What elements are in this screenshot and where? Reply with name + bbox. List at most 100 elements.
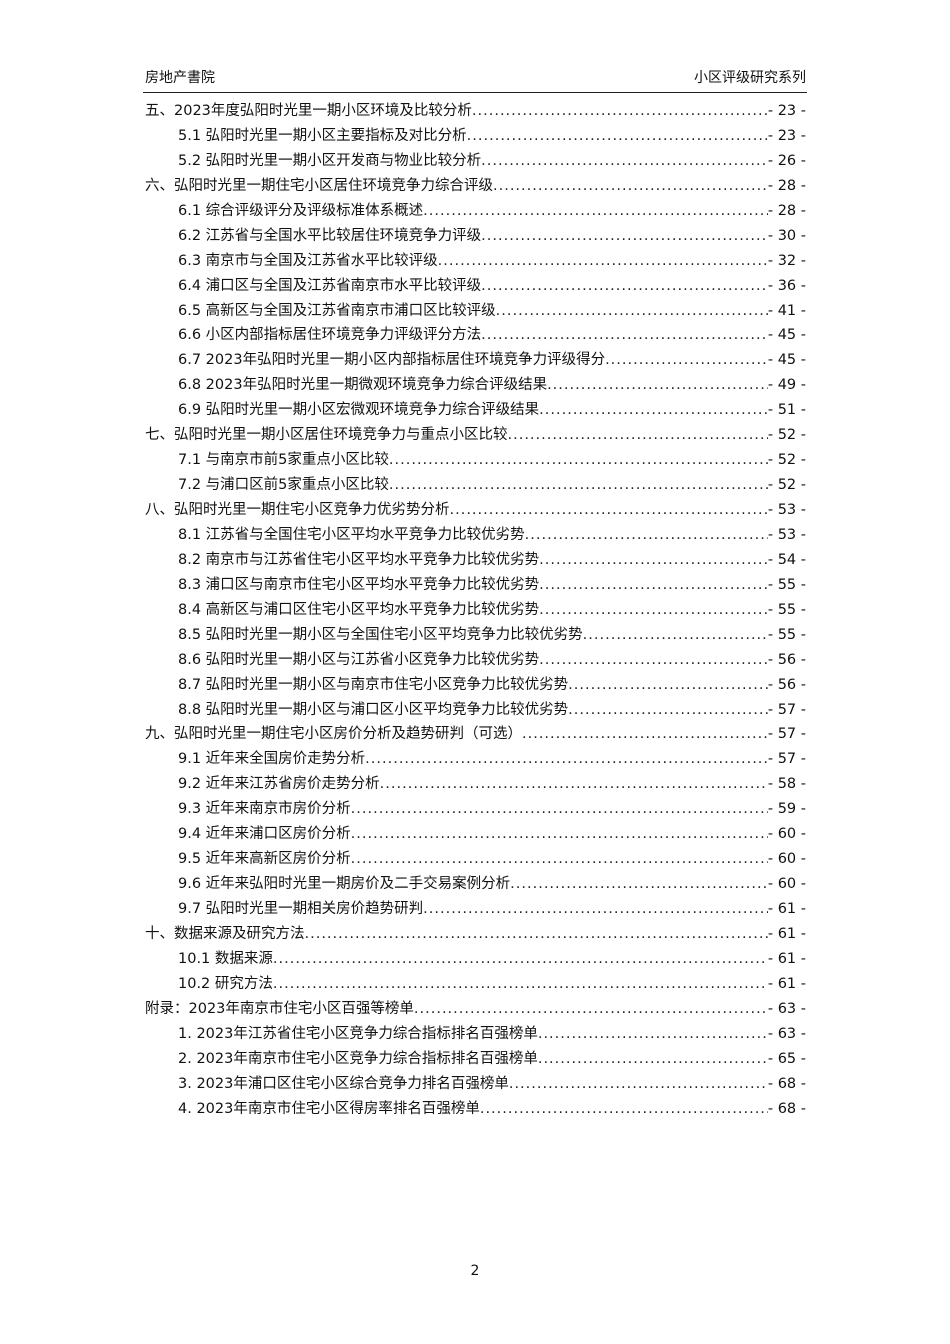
- toc-entry[interactable]: 9.6 近年来弘阳时光里一期房价及二手交易案例分析 - 60 -: [145, 872, 806, 897]
- toc-entry-page: - 23 -: [767, 103, 806, 119]
- toc-entry[interactable]: 7.2 与浦口区前5家重点小区比较 - 52 -: [145, 473, 806, 498]
- dot-leader: [305, 922, 768, 947]
- toc-entry[interactable]: 6.5 高新区与全国及江苏省南京市浦口区比较评级 - 41 -: [145, 299, 806, 324]
- toc-entry[interactable]: 3. 2023年浦口区住宅小区综合竞争力排名百强榜单 - 68 -: [145, 1072, 806, 1097]
- table-of-contents: 五、2023年度弘阳时光里一期小区环境及比较分析- 23 -5.1 弘阳时光里一…: [145, 99, 806, 1121]
- toc-entry-page: - 56 -: [767, 651, 806, 668]
- toc-entry-page: - 53 -: [767, 502, 806, 518]
- toc-entry-page: - 56 -: [767, 676, 806, 693]
- toc-entry[interactable]: 10.1 数据来源 - 61 -: [145, 947, 806, 972]
- toc-entry-title: 3. 2023年浦口区住宅小区综合竞争力排名百强榜单: [178, 1075, 509, 1092]
- dot-leader: [481, 323, 768, 348]
- dot-leader: [539, 548, 768, 573]
- dot-leader: [273, 947, 768, 972]
- toc-entry-page: - 49 -: [767, 377, 806, 394]
- toc-entry[interactable]: 6.1 综合评级评分及评级标准体系概述 - 28 -: [145, 199, 806, 224]
- toc-entry[interactable]: 9.3 近年来南京市房价分析 - 59 -: [145, 797, 806, 822]
- toc-entry-page: - 26 -: [767, 152, 806, 169]
- toc-entry[interactable]: 8.1 江苏省与全国住宅小区平均水平竞争力比较优劣势 - 53 -: [145, 523, 806, 548]
- toc-entry-page: - 60 -: [767, 851, 806, 868]
- header-right: 小区评级研究系列: [694, 70, 806, 86]
- toc-entry[interactable]: 9.2 近年来江苏省房价走势分析 - 58 -: [145, 772, 806, 797]
- toc-entry-page: - 61 -: [767, 975, 806, 992]
- toc-entry[interactable]: 7.1 与南京市前5家重点小区比较 - 52 -: [145, 448, 806, 473]
- toc-entry-title: 9.7 弘阳时光里一期相关房价趋势研判: [178, 901, 424, 917]
- toc-entry[interactable]: 8.8 弘阳时光里一期小区与浦口区小区平均竞争力比较优劣势 - 57 -: [145, 698, 806, 723]
- toc-entry-page: - 60 -: [767, 826, 806, 843]
- toc-entry[interactable]: 6.7 2023年弘阳时光里一期小区内部指标居住环境竞争力评级得分 - 45 -: [145, 348, 806, 373]
- toc-entry[interactable]: 七、弘阳时光里一期小区居住环境竞争力与重点小区比较 - 52 -: [145, 423, 806, 448]
- toc-entry[interactable]: 5.1 弘阳时光里一期小区主要指标及对比分析 - 23 -: [145, 124, 806, 149]
- toc-entry[interactable]: 6.3 南京市与全国及江苏省水平比较评级 - 32 -: [145, 249, 806, 274]
- dot-leader: [351, 797, 768, 822]
- dot-leader: [273, 972, 768, 997]
- toc-entry[interactable]: 8.5 弘阳时光里一期小区与全国住宅小区平均竞争力比较优劣势 - 55 -: [145, 623, 806, 648]
- toc-entry-title: 七、弘阳时光里一期小区居住环境竞争力与重点小区比较: [145, 427, 508, 444]
- toc-entry[interactable]: 2. 2023年南京市住宅小区竞争力综合指标排名百强榜单 - 65 -: [145, 1047, 806, 1072]
- toc-entry-title: 4. 2023年南京市住宅小区得房率排名百强榜单: [178, 1100, 480, 1117]
- toc-entry-title: 10.1 数据来源: [178, 950, 273, 967]
- dot-leader: [351, 847, 768, 872]
- toc-entry[interactable]: 附录：2023年南京市住宅小区百强等榜单 - 63 -: [145, 997, 806, 1022]
- toc-entry[interactable]: 八、弘阳时光里一期住宅小区竞争力优劣势分析 - 53 -: [145, 498, 806, 523]
- toc-entry[interactable]: 6.4 浦口区与全国及江苏省南京市水平比较评级 - 36 -: [145, 274, 806, 299]
- toc-entry-page: - 51 -: [767, 402, 806, 419]
- toc-entry[interactable]: 9.7 弘阳时光里一期相关房价趋势研判 - 61 -: [145, 897, 806, 922]
- page-number: 2: [470, 1263, 480, 1279]
- toc-entry-page: - 61 -: [767, 901, 806, 917]
- toc-entry[interactable]: 8.2 南京市与江苏省住宅小区平均水平竞争力比较优劣势 - 54 -: [145, 548, 806, 573]
- dot-leader: [539, 573, 768, 598]
- toc-entry[interactable]: 4. 2023年南京市住宅小区得房率排名百强榜单 - 68 -: [145, 1097, 806, 1122]
- toc-entry-page: - 57 -: [767, 726, 806, 743]
- toc-entry[interactable]: 5.2 弘阳时光里一期小区开发商与物业比较分析 - 26 -: [145, 149, 806, 174]
- toc-entry[interactable]: 六、弘阳时光里一期住宅小区居住环境竞争力综合评级 - 28 -: [145, 174, 806, 199]
- dot-leader: [480, 1097, 768, 1122]
- toc-entry-title: 6.1 综合评级评分及评级标准体系概述: [178, 202, 424, 219]
- toc-entry[interactable]: 五、2023年度弘阳时光里一期小区环境及比较分析 - 23 -: [145, 99, 806, 124]
- toc-entry[interactable]: 8.7 弘阳时光里一期小区与南京市住宅小区竞争力比较优劣势 - 56 -: [145, 673, 806, 698]
- dot-leader: [351, 822, 768, 847]
- dot-leader: [493, 174, 768, 199]
- toc-entry[interactable]: 6.8 2023年弘阳时光里一期微观环境竞争力综合评级结果 - 49 -: [145, 373, 806, 398]
- toc-entry[interactable]: 6.9 弘阳时光里一期小区宏微观环境竞争力综合评级结果 - 51 -: [145, 398, 806, 423]
- toc-entry-page: - 23 -: [767, 127, 806, 144]
- toc-entry-title: 6.8 2023年弘阳时光里一期微观环境竞争力综合评级结果: [178, 377, 548, 394]
- toc-entry[interactable]: 6.6 小区内部指标居住环境竞争力评级评分方法 - 45 -: [145, 323, 806, 348]
- toc-entry-page: - 55 -: [767, 576, 806, 593]
- toc-entry-page: - 55 -: [767, 626, 806, 643]
- toc-entry-page: - 53 -: [767, 526, 806, 543]
- toc-entry-page: - 45 -: [767, 352, 806, 369]
- dot-leader: [509, 1072, 768, 1097]
- toc-entry-title: 7.1 与南京市前5家重点小区比较: [178, 452, 389, 469]
- toc-entry-page: - 52 -: [767, 427, 806, 444]
- toc-entry-page: - 63 -: [767, 1025, 806, 1042]
- toc-entry[interactable]: 8.4 高新区与浦口区住宅小区平均水平竞争力比较优劣势 - 55 -: [145, 598, 806, 623]
- toc-entry[interactable]: 8.6 弘阳时光里一期小区与江苏省小区竞争力比较优劣势 - 56 -: [145, 648, 806, 673]
- toc-entry[interactable]: 6.2 江苏省与全国水平比较居住环境竞争力评级 - 30 -: [145, 224, 806, 249]
- toc-entry[interactable]: 十、数据来源及研究方法 - 61 -: [145, 922, 806, 947]
- toc-entry-title: 8.4 高新区与浦口区住宅小区平均水平竞争力比较优劣势: [178, 601, 540, 618]
- dot-leader: [510, 872, 768, 897]
- toc-entry[interactable]: 10.2 研究方法 - 61 -: [145, 972, 806, 997]
- toc-entry[interactable]: 9.1 近年来全国房价走势分析 - 57 -: [145, 747, 806, 772]
- dot-leader: [365, 747, 768, 772]
- toc-entry-title: 6.2 江苏省与全国水平比较居住环境竞争力评级: [178, 227, 482, 244]
- toc-entry-page: - 65 -: [767, 1050, 806, 1067]
- toc-entry[interactable]: 9.4 近年来浦口区房价分析 - 60 -: [145, 822, 806, 847]
- toc-entry-page: - 41 -: [767, 302, 806, 319]
- toc-entry[interactable]: 九、弘阳时光里一期住宅小区房价分析及趋势研判（可选） - 57 -: [145, 722, 806, 747]
- toc-entry-page: - 57 -: [767, 701, 806, 718]
- toc-entry-title: 8.2 南京市与江苏省住宅小区平均水平竞争力比较优劣势: [178, 551, 540, 568]
- toc-entry-title: 8.3 浦口区与南京市住宅小区平均水平竞争力比较优劣势: [178, 576, 540, 593]
- toc-entry[interactable]: 9.5 近年来高新区房价分析 - 60 -: [145, 847, 806, 872]
- dot-leader: [539, 648, 768, 673]
- toc-entry-page: - 58 -: [767, 776, 806, 793]
- toc-entry[interactable]: 1. 2023年江苏省住宅小区竞争力综合指标排名百强榜单 - 63 -: [145, 1022, 806, 1047]
- dot-leader: [481, 224, 768, 249]
- toc-entry-page: - 59 -: [767, 801, 806, 818]
- toc-entry[interactable]: 8.3 浦口区与南京市住宅小区平均水平竞争力比较优劣势 - 55 -: [145, 573, 806, 598]
- toc-entry-title: 5.1 弘阳时光里一期小区主要指标及对比分析: [178, 127, 467, 144]
- toc-entry-title: 六、弘阳时光里一期住宅小区居住环境竞争力综合评级: [145, 177, 493, 194]
- dot-leader: [380, 772, 768, 797]
